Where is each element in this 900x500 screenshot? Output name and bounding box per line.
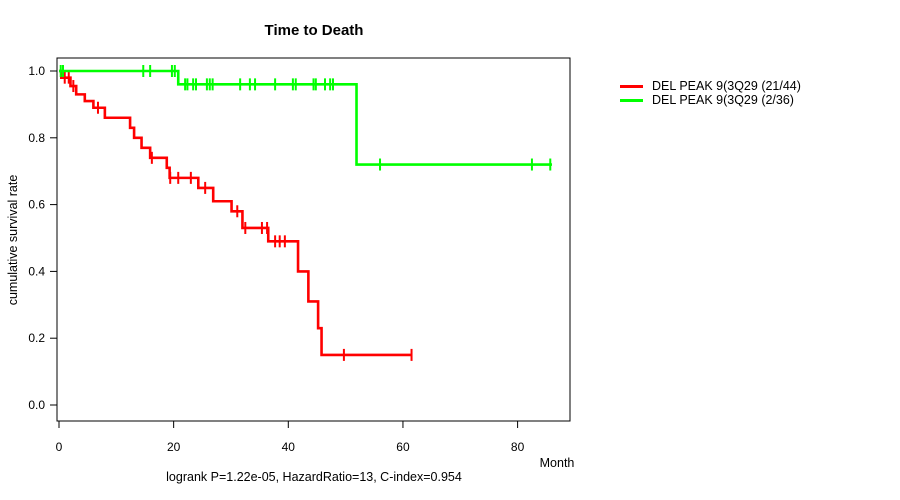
x-axis-ticks: 0 20 40 60 80 bbox=[56, 421, 525, 454]
x-tick-label: 40 bbox=[282, 440, 296, 454]
footer-annotation: logrank P=1.22e-05, HazardRatio=13, C-in… bbox=[166, 470, 462, 484]
legend: DEL PEAK 9(3Q29 (21/44) DEL PEAK 9(3Q29 … bbox=[620, 79, 801, 107]
y-tick-label: 0.0 bbox=[28, 398, 45, 412]
y-tick-label: 0.6 bbox=[28, 198, 45, 212]
survival-curves bbox=[59, 65, 552, 361]
legend-label-green: DEL PEAK 9(3Q29 (2/36) bbox=[652, 93, 794, 107]
x-tick-label: 20 bbox=[167, 440, 181, 454]
y-axis-ticks: 0.0 0.2 0.4 0.6 0.8 1.0 bbox=[28, 64, 57, 412]
legend-line-green bbox=[620, 98, 643, 102]
y-tick-label: 0.8 bbox=[28, 131, 45, 145]
legend-line-red bbox=[620, 84, 643, 88]
legend-label-red: DEL PEAK 9(3Q29 (21/44) bbox=[652, 79, 801, 93]
x-tick-label: 0 bbox=[56, 440, 63, 454]
x-tick-label: 80 bbox=[511, 440, 525, 454]
y-axis-label: cumulative survival rate bbox=[6, 175, 20, 306]
plot-box bbox=[56, 57, 571, 422]
km-curve-green bbox=[59, 69, 552, 166]
x-tick-label: 60 bbox=[396, 440, 410, 454]
y-tick-label: 1.0 bbox=[28, 64, 45, 78]
y-tick-label: 0.4 bbox=[28, 264, 45, 278]
legend-item-red: DEL PEAK 9(3Q29 (21/44) bbox=[620, 79, 801, 93]
censor-marks-green bbox=[59, 65, 552, 171]
x-axis-label: Month bbox=[540, 456, 575, 470]
y-tick-label: 0.2 bbox=[28, 331, 45, 345]
chart-title: Time to Death bbox=[265, 22, 364, 39]
km-curve-red bbox=[59, 69, 412, 357]
censor-marks-red bbox=[63, 71, 413, 361]
legend-item-green: DEL PEAK 9(3Q29 (2/36) bbox=[620, 93, 801, 107]
